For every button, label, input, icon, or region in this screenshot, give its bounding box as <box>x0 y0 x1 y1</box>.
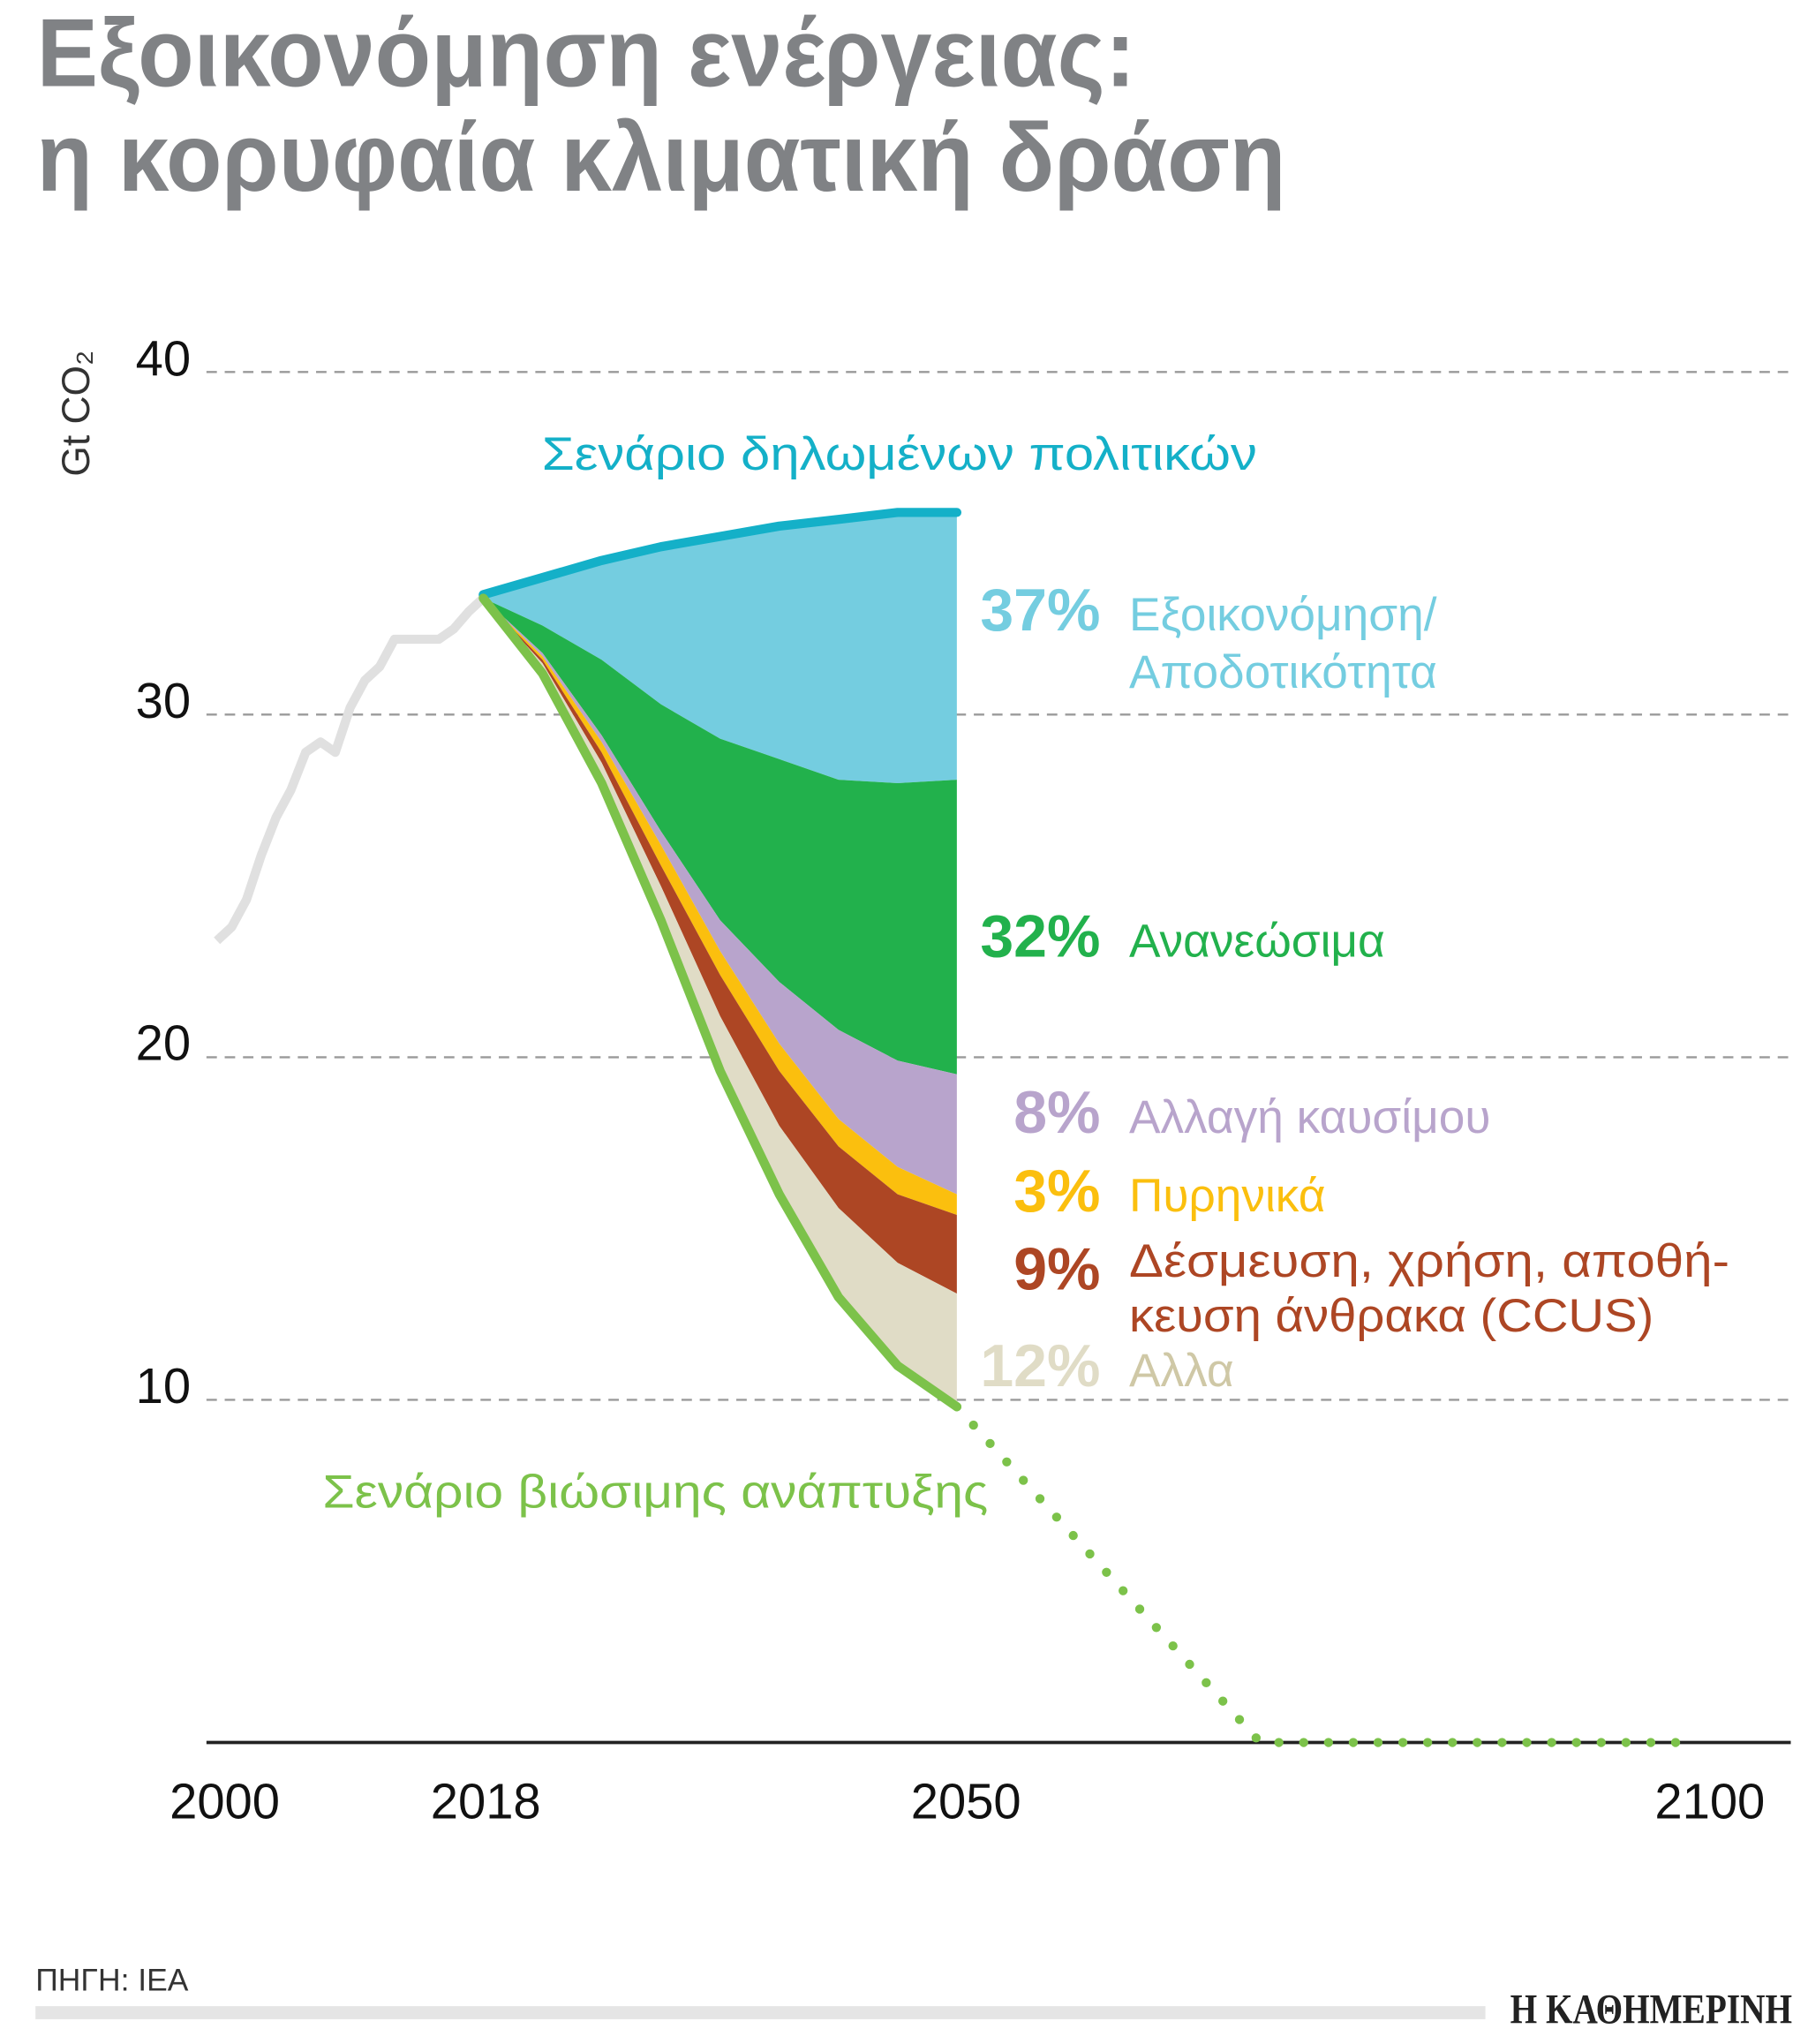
other-label: Αλλα <box>1129 1345 1234 1397</box>
fuel-switching-label: Αλλαγή καυσίμου <box>1129 1091 1490 1143</box>
footer-bar <box>35 2006 1486 2019</box>
y-tick-30: 30 <box>136 673 191 728</box>
ccus-pct: 9% <box>1013 1236 1100 1303</box>
y-axis-label: Gt CO₂ <box>55 351 98 477</box>
series-lines <box>214 508 1702 1747</box>
wedge-areas <box>483 512 957 1407</box>
sustainable-development-extension <box>952 1402 1702 1747</box>
wedge-ccus <box>483 598 957 1294</box>
wedge-other <box>483 598 957 1407</box>
ccus-label-2: κευση άνθρακα (CCUS) <box>1129 1290 1654 1342</box>
x-tick-2100: 2100 <box>1654 1773 1765 1829</box>
title-line-1: Εξοικονόμηση ενέργειας: <box>37 0 1136 108</box>
x-tick-2018: 2018 <box>431 1773 541 1829</box>
source-note: ΠΗΓΗ: IEA <box>35 1962 189 1997</box>
y-tick-10: 10 <box>136 1358 191 1414</box>
nuclear-label: Πυρηνικά <box>1129 1170 1326 1222</box>
nuclear-pct: 3% <box>1013 1158 1100 1225</box>
efficiency-label-2: Αποδοτικότητα <box>1129 646 1437 698</box>
stated-policies-label: Σενάριο δηλωμένων πολιτικών <box>542 428 1257 480</box>
fuel-switching-pct: 8% <box>1013 1079 1100 1146</box>
stated-policies-line <box>478 508 962 600</box>
renewables-label: Ανανεώσιμα <box>1129 916 1385 968</box>
efficiency-label-1: Εξοικονόμηση/ <box>1129 589 1437 641</box>
x-tick-2000: 2000 <box>170 1773 280 1829</box>
title-line-2: η κορυφαία κλιματική δράση <box>37 104 1286 212</box>
y-tick-40: 40 <box>136 331 191 387</box>
wedge-efficiency <box>483 512 957 783</box>
sustainable-development-line <box>478 593 962 1412</box>
wedge-nuclear <box>483 598 957 1215</box>
ccus-label-1: Δέσμευση, χρήση, αποθή- <box>1129 1235 1729 1287</box>
historical-line <box>214 594 486 945</box>
y-tick-20: 20 <box>136 1014 191 1070</box>
wedge-fuel-switching <box>483 598 957 1195</box>
wedge-renewables <box>483 598 957 1075</box>
renewables-pct: 32% <box>980 903 1100 970</box>
x-tick-2050: 2050 <box>911 1773 1021 1829</box>
sustainable-development-label: Σενάριο βιώσιμης ανάπτυξης <box>322 1466 988 1518</box>
efficiency-pct: 37% <box>980 577 1100 644</box>
other-pct: 12% <box>980 1332 1100 1399</box>
newspaper-logo: Η ΚΑΘΗΜΕΡΙΝΗ <box>1510 1987 1792 2033</box>
